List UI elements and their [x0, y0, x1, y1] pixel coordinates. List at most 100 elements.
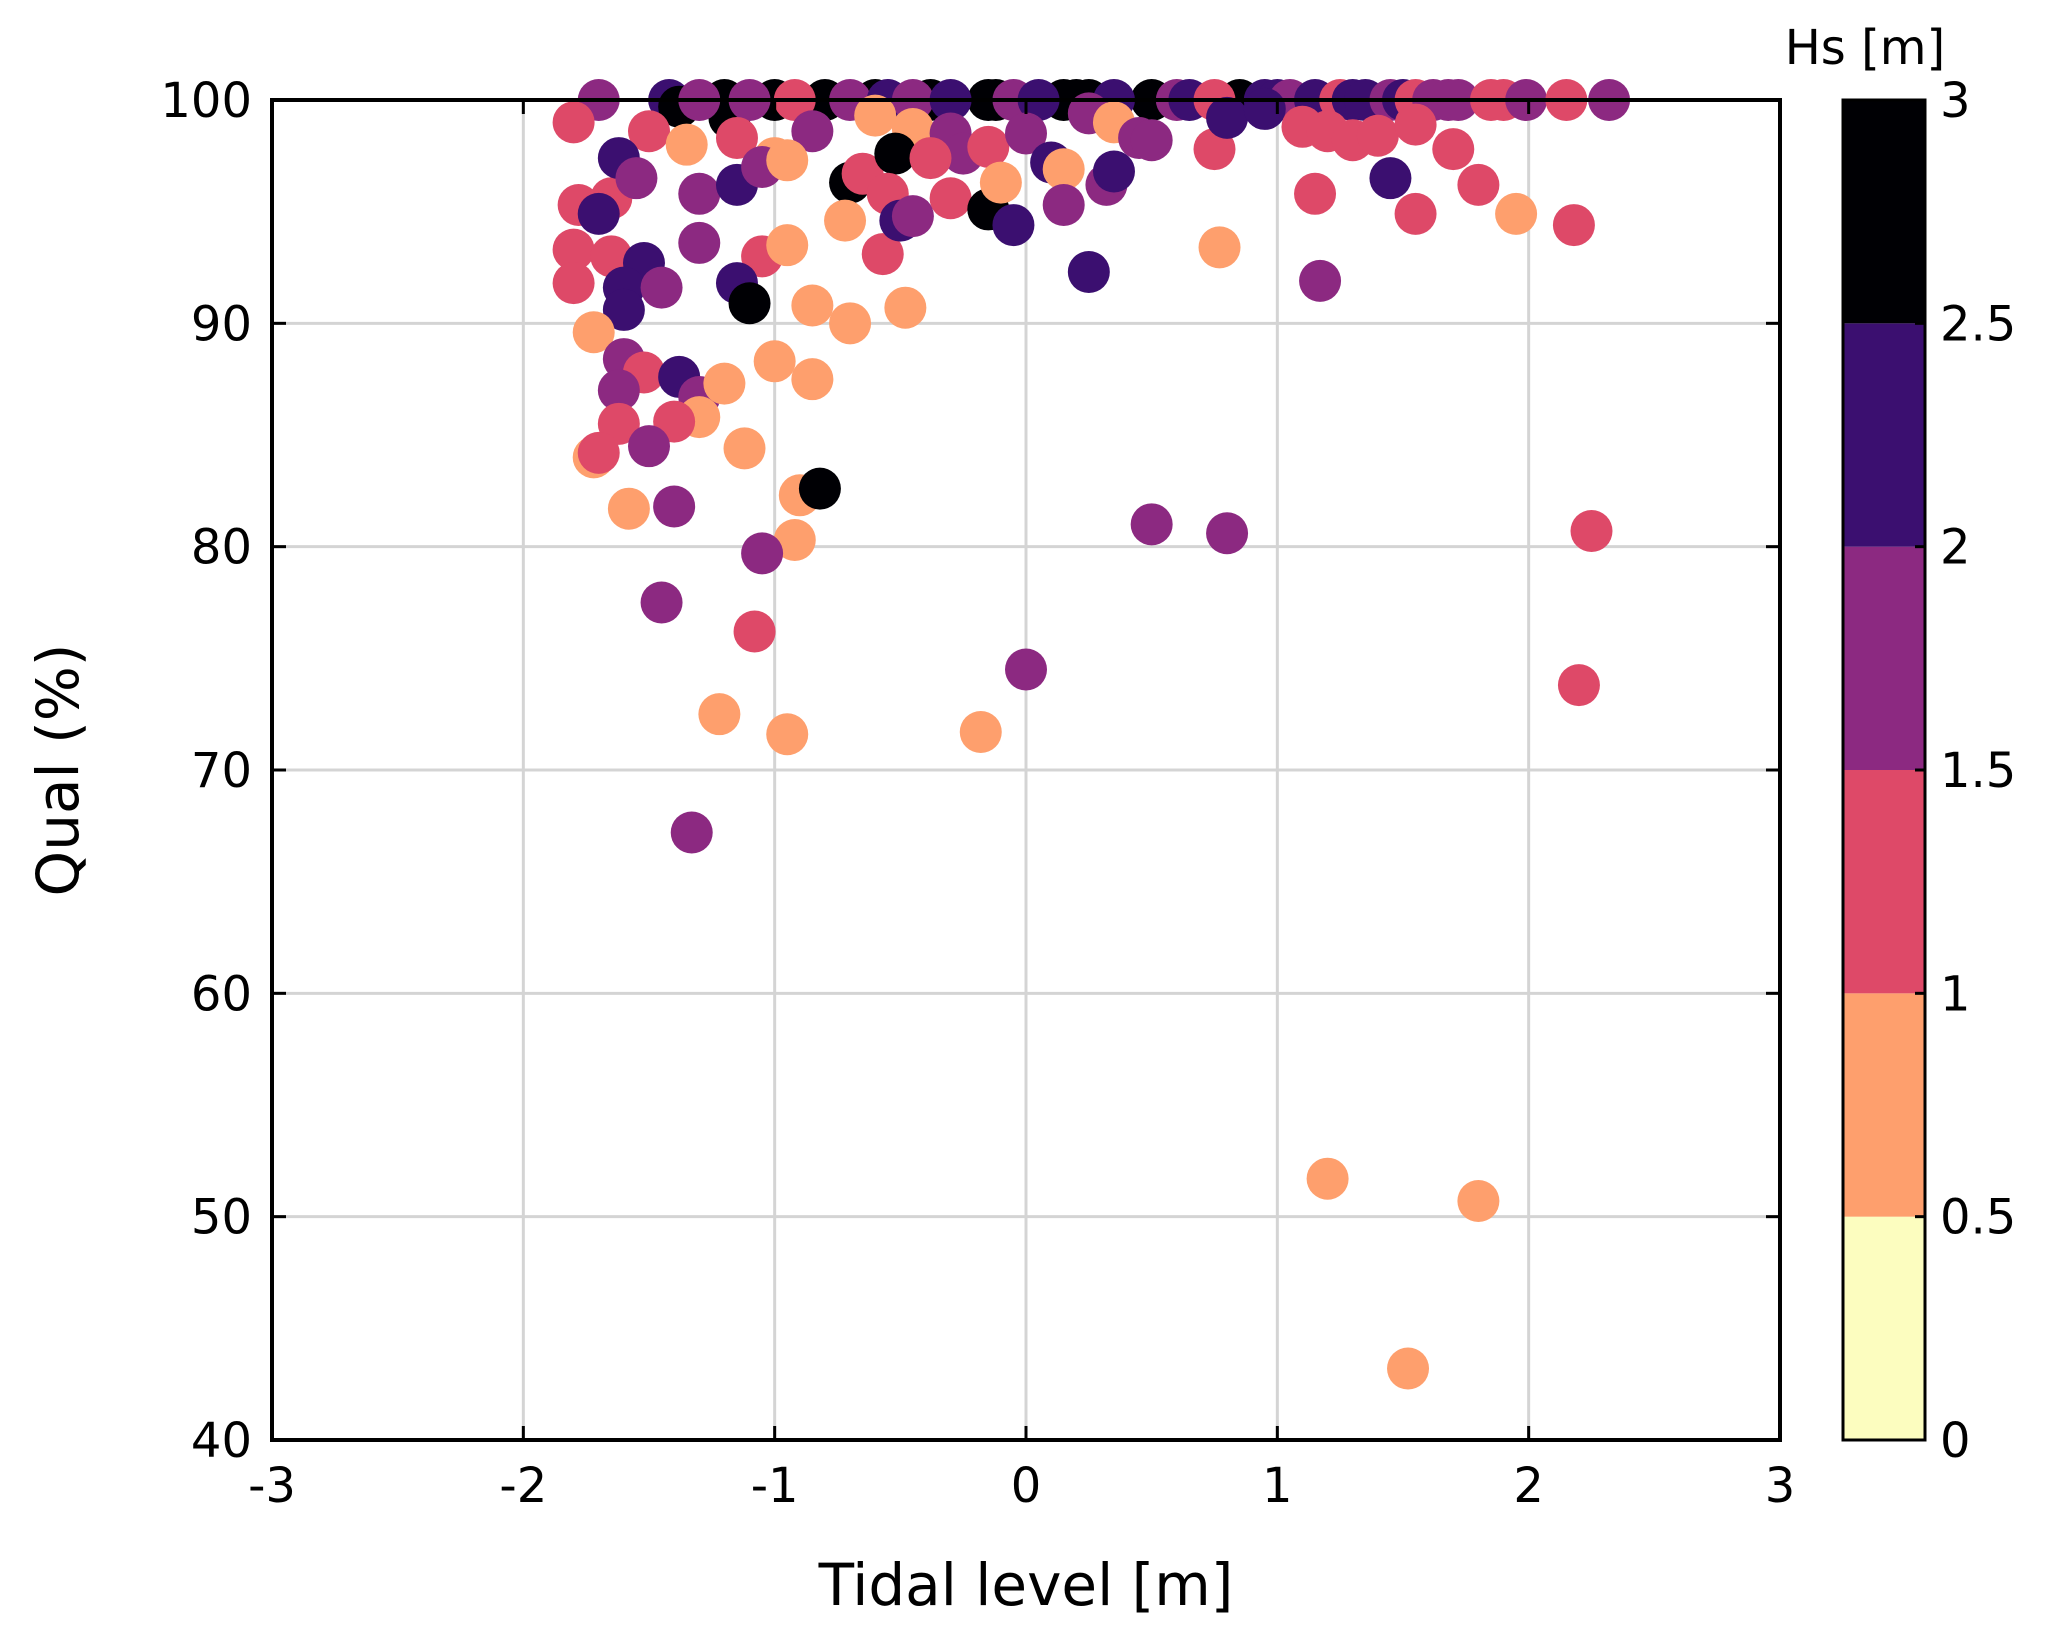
x-tick-labels: -3 -2 -1 0 1 2 3	[248, 1458, 1795, 1514]
x-tick-label: -1	[751, 1458, 799, 1514]
y-tick-label: 100	[160, 73, 252, 129]
data-point	[929, 177, 972, 220]
data-point	[992, 204, 1035, 247]
axis-ticks	[270, 98, 1782, 1442]
data-point	[723, 427, 766, 470]
data-point	[741, 532, 784, 575]
y-tick-label: 50	[191, 1190, 252, 1246]
data-point	[1206, 96, 1249, 139]
data-point	[1369, 157, 1412, 200]
colorbar-tick-label: 1.5	[1940, 743, 2016, 799]
data-point	[628, 110, 670, 153]
data-point	[640, 266, 683, 309]
data-point	[1299, 259, 1342, 302]
colorbar-bin	[1843, 100, 1925, 324]
data-point	[733, 610, 776, 653]
data-point	[909, 137, 952, 180]
data-point	[1387, 1347, 1430, 1390]
y-tick-label: 60	[191, 966, 252, 1022]
data-point	[979, 161, 1022, 204]
colorbar-tick-label: 0.5	[1940, 1190, 2016, 1246]
data-point	[1005, 648, 1047, 691]
grid	[272, 100, 1780, 1440]
y-tick-label: 70	[191, 743, 252, 799]
data-point	[773, 518, 816, 561]
data-point	[791, 284, 834, 327]
scatter-points	[552, 79, 1631, 1390]
data-point	[1005, 112, 1047, 155]
data-point	[1206, 512, 1249, 555]
data-point	[1457, 1180, 1500, 1223]
data-point	[602, 288, 645, 331]
colorbar-tick-label: 2.5	[1940, 296, 2016, 352]
data-point	[829, 302, 872, 345]
colorbar-bin	[1843, 1216, 1925, 1440]
data-point	[1457, 163, 1500, 206]
data-point	[552, 101, 595, 144]
y-tick-label: 90	[191, 296, 252, 352]
x-tick-label: -2	[499, 1458, 547, 1514]
data-point	[1495, 192, 1538, 235]
data-point	[1042, 183, 1085, 226]
data-point	[572, 311, 615, 354]
data-point	[698, 693, 741, 736]
colorbar-ticks: 0 0.5 1 1.5 2 2.5 3	[1915, 73, 2016, 1469]
colorbar-tick-label: 3	[1940, 73, 1971, 129]
data-point	[1570, 510, 1613, 553]
data-point	[967, 125, 1010, 168]
colorbar-bin	[1843, 993, 1925, 1217]
y-tick-label: 40	[191, 1413, 252, 1469]
data-point	[824, 199, 867, 242]
data-point	[1432, 128, 1475, 171]
data-point	[728, 282, 771, 325]
data-point	[874, 132, 917, 175]
colorbar-bins	[1843, 100, 1925, 1440]
data-point	[791, 110, 834, 153]
data-point	[703, 362, 746, 405]
data-point	[1306, 1157, 1349, 1200]
colorbar-title: Hs [m]	[1785, 20, 1946, 76]
data-point	[607, 487, 650, 530]
data-point	[653, 485, 696, 528]
data-point	[1243, 87, 1286, 130]
data-point	[791, 358, 834, 401]
data-point	[1130, 119, 1173, 162]
x-tick-label: -3	[248, 1458, 296, 1514]
x-tick-label: 3	[1765, 1458, 1796, 1514]
data-point	[798, 467, 841, 510]
x-tick-label: 2	[1513, 1458, 1544, 1514]
data-point	[552, 228, 595, 271]
colorbar-bin	[1843, 546, 1925, 770]
data-point	[628, 425, 670, 468]
data-point	[766, 713, 809, 756]
data-point	[715, 116, 758, 159]
data-point	[1198, 226, 1241, 269]
data-point	[1394, 103, 1437, 146]
data-point	[670, 811, 713, 854]
data-point	[1394, 192, 1437, 235]
x-tick-label: 0	[1011, 1458, 1042, 1514]
colorbar-tick-label: 0	[1940, 1413, 1971, 1469]
data-point	[615, 157, 658, 200]
data-point	[1294, 172, 1337, 215]
data-point	[1130, 503, 1173, 546]
data-point	[678, 172, 721, 215]
y-tick-label: 80	[191, 520, 252, 576]
x-axis-label: Tidal level [m]	[818, 1551, 1234, 1619]
colorbar-bin	[1843, 770, 1925, 994]
colorbar-tick-label: 1	[1940, 966, 1971, 1022]
data-point	[1557, 664, 1600, 707]
data-point	[597, 369, 640, 412]
y-axis-label: Qual (%)	[24, 644, 92, 897]
data-point	[1356, 114, 1399, 157]
data-point	[1552, 204, 1595, 247]
data-point	[640, 581, 683, 624]
colorbar-tick-label: 2	[1940, 520, 1971, 576]
data-point	[678, 221, 721, 264]
data-point	[891, 195, 934, 238]
x-tick-label: 1	[1262, 1458, 1293, 1514]
data-point	[854, 94, 897, 137]
data-point	[1067, 250, 1110, 293]
data-point	[577, 431, 620, 474]
